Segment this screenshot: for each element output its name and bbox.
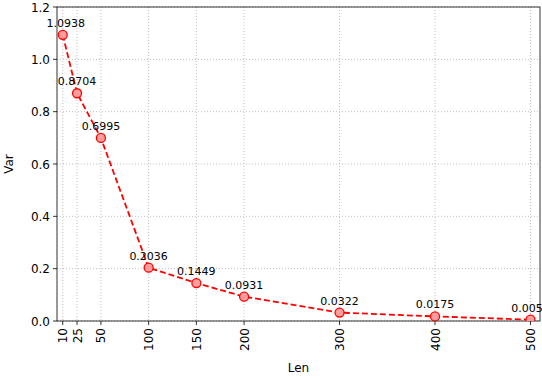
- x-grid-line: [148, 7, 149, 321]
- x-grid-line: [244, 7, 245, 321]
- x-tick-label: 100: [142, 328, 156, 351]
- y-tick: [53, 321, 57, 322]
- point-marker: [192, 279, 201, 288]
- y-axis-label: Var: [2, 154, 16, 174]
- y-tick: [53, 268, 57, 269]
- point-marker: [73, 89, 82, 98]
- x-tick-label: 500: [524, 328, 538, 351]
- y-grid-line: [57, 59, 540, 60]
- data-label: 0.0322: [320, 295, 359, 308]
- plot-frame: [57, 7, 540, 321]
- data-label: 0.0051: [511, 302, 542, 315]
- x-tick: [62, 321, 63, 325]
- x-grid-line: [339, 7, 340, 321]
- y-grid-line: [57, 164, 540, 165]
- x-grid-line: [100, 7, 101, 321]
- x-axis-label: Len: [288, 361, 309, 375]
- point-marker: [335, 308, 344, 317]
- x-tick-label: 10: [56, 328, 70, 343]
- data-label: 0.1449: [177, 265, 216, 278]
- data-labels: 1.0938 0.8704 0.6995 0.2036 0.1449 0.0931 0.03…: [46, 17, 542, 315]
- x-tick: [435, 321, 436, 325]
- y-tick-label: 1.0: [31, 53, 50, 67]
- data-label: 0.8704: [58, 75, 97, 88]
- x-grid-line: [62, 7, 63, 321]
- data-label: 0.6995: [82, 120, 121, 133]
- x-tick: [339, 321, 340, 325]
- y-tick-label: 0.8: [31, 105, 50, 119]
- y-tick: [53, 216, 57, 217]
- chart-svg: 0.0 0.2 0.4 0.6 0.8 1.0 1.2 1025 50 100 150 200 300 4…: [0, 0, 542, 378]
- series-line: [63, 35, 531, 320]
- x-tick-label: 400: [429, 328, 443, 351]
- y-tick: [53, 7, 57, 8]
- x-grid-line: [435, 7, 436, 321]
- x-grid-line: [77, 7, 78, 321]
- series: [58, 30, 535, 321]
- y-grid-line: [57, 111, 540, 112]
- data-label: 0.2036: [129, 250, 168, 263]
- x-tick-label: 150: [190, 328, 204, 351]
- point-marker: [96, 133, 105, 142]
- y-tick-label: 1.2: [31, 1, 50, 15]
- axes: 0.0 0.2 0.4 0.6 0.8 1.0 1.2 1025 50 100 150 200 300 4…: [31, 1, 540, 351]
- x-tick-label: 50: [94, 328, 108, 343]
- x-tick: [77, 321, 78, 325]
- y-tick-label: 0.2: [31, 262, 50, 276]
- point-marker: [58, 30, 67, 39]
- x-tick-label: 300: [333, 328, 347, 351]
- y-tick: [53, 111, 57, 112]
- x-grid-line: [530, 7, 531, 321]
- data-label: 0.0175: [416, 298, 455, 311]
- point-marker: [526, 315, 535, 321]
- data-label: 1.0938: [46, 17, 85, 30]
- x-tick: [148, 321, 149, 325]
- chart: 0.0 0.2 0.4 0.6 0.8 1.0 1.2 1025 50 100 150 200 300 4…: [0, 0, 542, 378]
- point-marker: [240, 292, 249, 301]
- point-marker: [431, 312, 440, 321]
- x-tick: [196, 321, 197, 325]
- x-tick: [244, 321, 245, 325]
- y-tick: [53, 164, 57, 165]
- x-tick: [530, 321, 531, 325]
- x-tick-label: 25: [71, 328, 85, 343]
- y-tick-label: 0.4: [31, 210, 50, 224]
- y-tick-label: 0.0: [31, 315, 50, 329]
- data-label: 0.0931: [225, 279, 264, 292]
- x-tick-label: 200: [238, 328, 252, 351]
- y-tick-label: 0.6: [31, 158, 50, 172]
- grid: [57, 7, 540, 321]
- x-tick: [100, 321, 101, 325]
- y-grid-line: [57, 268, 540, 269]
- point-marker: [144, 263, 153, 272]
- y-tick: [53, 59, 57, 60]
